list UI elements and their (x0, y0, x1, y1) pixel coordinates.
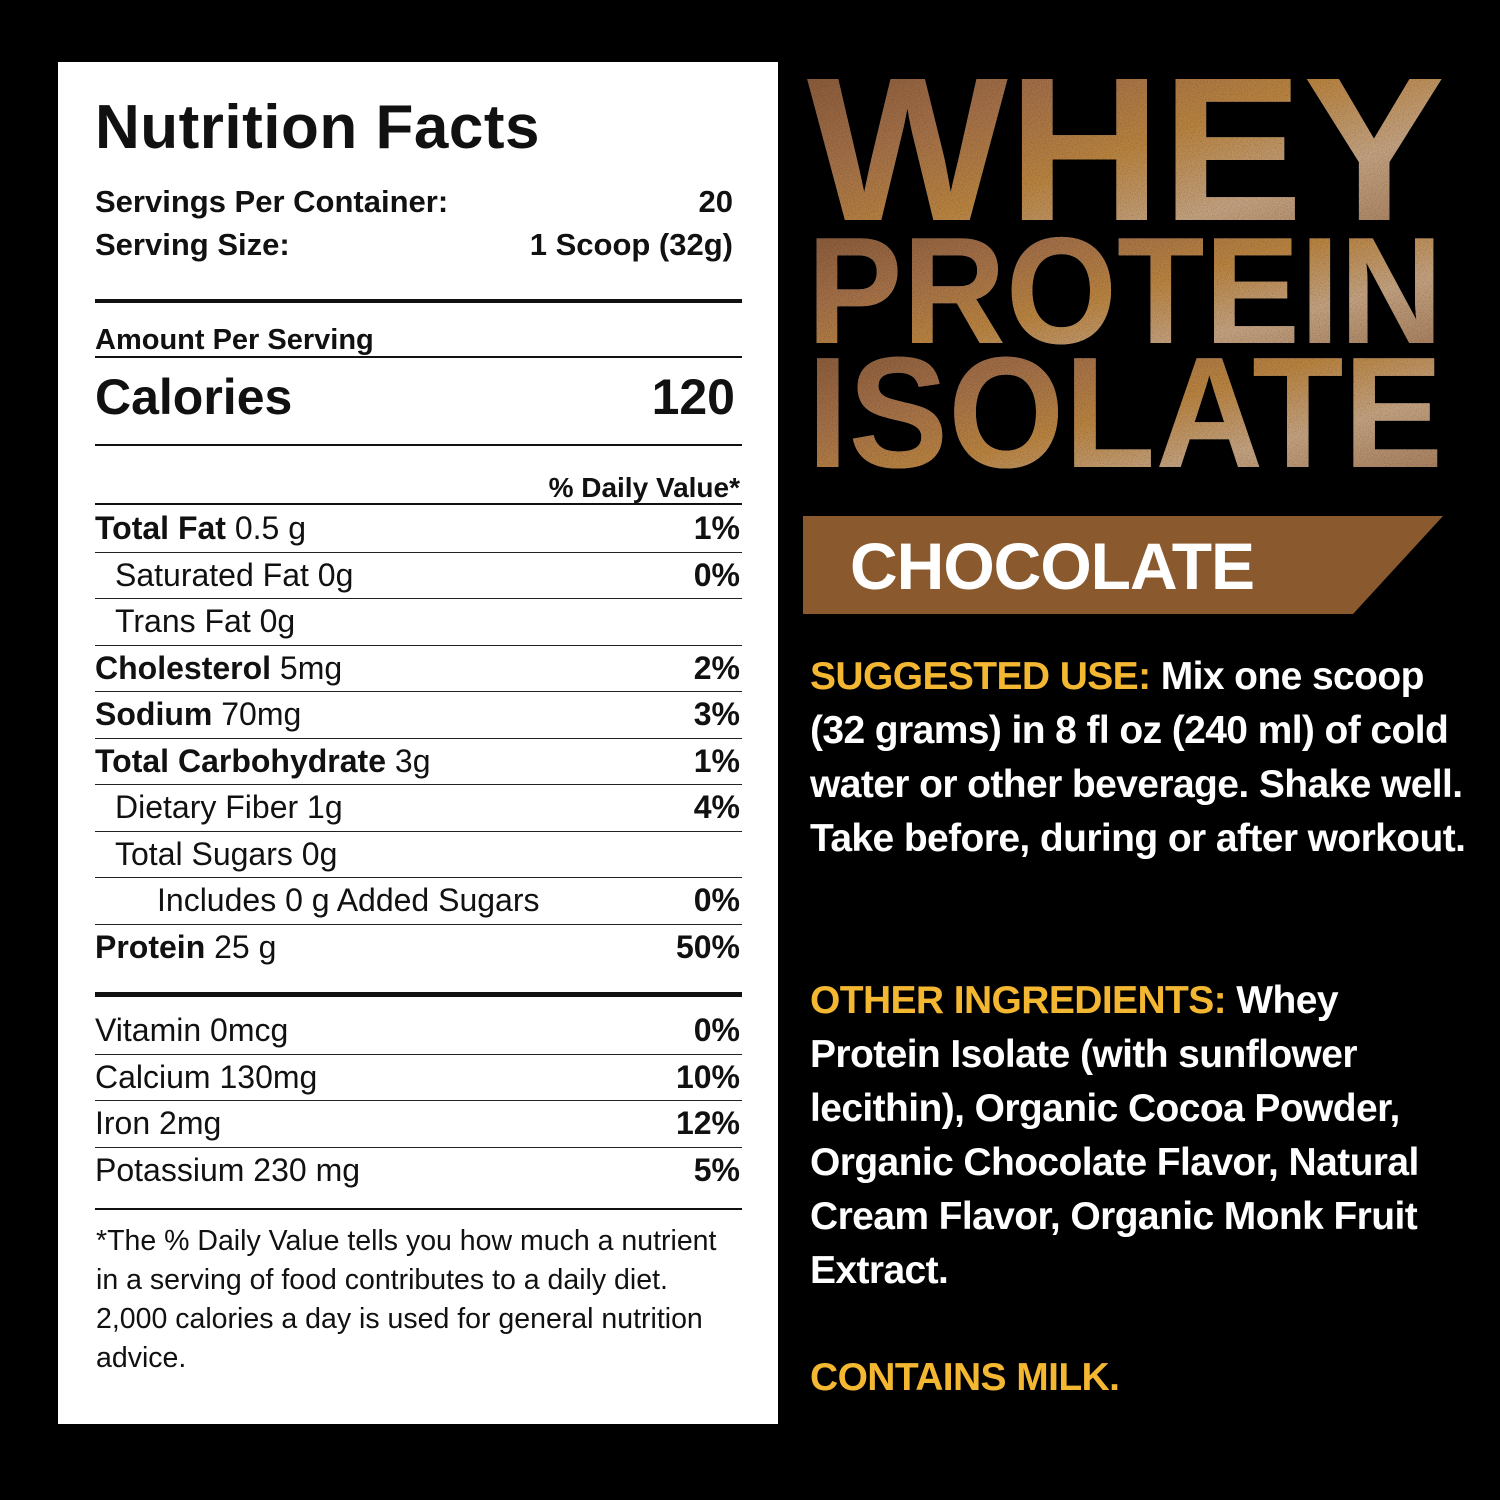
daily-value-percent: 0% (693, 1012, 740, 1049)
other-ingredients: OTHER INGREDIENTS: Whey Protein Isolate … (810, 974, 1450, 1298)
nutrient-label: Dietary Fiber 1g (115, 789, 343, 826)
daily-value-percent: 4% (693, 789, 740, 826)
nutrient-row: Cholesterol 5mg 2% (95, 646, 742, 692)
calories-label: Calories (95, 369, 293, 425)
title-line-protein: PROTEIN (807, 206, 1443, 376)
mineral-row: Iron 2mg 12% (95, 1101, 742, 1148)
nutrient-row: Total Carbohydrate 3g 1% (95, 739, 742, 785)
suggested-use-text: Mix one scoop (32 grams) in 8 fl oz (240… (810, 655, 1466, 860)
nutrient-label: Sodium 70mg (95, 696, 301, 733)
nutrient-name: Cholesterol (95, 649, 272, 686)
daily-value-percent: 5% (693, 1152, 740, 1189)
mineral-list: Vitamin 0mcg 0% Calcium 130mg 10% Iron 2mg 12… (95, 1008, 742, 1194)
serving-size: Serving Size: 1 Scoop (32g) (95, 227, 733, 263)
nutrient-label: Protein 25 g (95, 929, 276, 966)
nutrient-name: Total Fat (95, 510, 226, 547)
product-title: WHEY PROTEIN ISOLATE (807, 60, 1445, 475)
nutrient-label: Total Carbohydrate 3g (95, 743, 430, 780)
calories-value: 120 (651, 369, 735, 425)
nutrient-name: Protein (95, 929, 206, 966)
flavor-label: CHOCOLATE (850, 529, 1255, 603)
title-line-whey: WHEY (807, 60, 1445, 264)
title-line-isolate: ISOLATE (807, 325, 1443, 475)
suggested-use-label: SUGGESTED USE: (810, 655, 1151, 698)
nutrition-facts-panel: Nutrition Facts Servings Per Container: … (58, 62, 778, 1424)
daily-value-percent: 0% (693, 882, 740, 919)
nutrient-row: Saturated Fat 0g 0% (95, 553, 742, 599)
nutrient-label: Cholesterol 5mg (95, 650, 342, 687)
nutrition-facts-title: Nutrition Facts (95, 93, 540, 162)
daily-value-percent: 12% (675, 1105, 740, 1142)
nutrient-row: Total Fat 0.5 g 1% (95, 506, 742, 553)
divider (95, 444, 742, 446)
servings-label: Servings Per Container: (95, 184, 449, 219)
amount-per-serving: Amount Per Serving (95, 324, 374, 356)
nutrient-amount: 25 g (214, 929, 277, 966)
nutrient-amount: 3g (394, 742, 431, 779)
divider (95, 356, 742, 358)
divider-thick (95, 992, 742, 997)
nutrient-amount: 70mg (221, 696, 302, 733)
ingredients-label: OTHER INGREDIENTS: (810, 979, 1227, 1022)
servings-value: 20 (698, 184, 733, 219)
ingredients-text: Whey Protein Isolate (with sunflower lec… (810, 979, 1419, 1292)
daily-value-percent: 10% (675, 1058, 740, 1095)
nutrient-label: Includes 0 g Added Sugars (157, 882, 540, 919)
nutrient-name: Total Carbohydrate (95, 742, 386, 779)
flavor-banner (803, 516, 1443, 614)
calories-row: Calories 120 (95, 368, 735, 426)
mineral-label: Vitamin 0mcg (95, 1012, 289, 1049)
mineral-row: Vitamin 0mcg 0% (95, 1008, 742, 1055)
nutrient-row: Dietary Fiber 1g 4% (95, 785, 742, 832)
daily-value-percent: 3% (693, 696, 740, 733)
serving-size-label: Serving Size: (95, 227, 290, 262)
mineral-row: Calcium 130mg 10% (95, 1055, 742, 1101)
daily-value-header: % Daily Value* (548, 472, 740, 503)
allergen-statement: CONTAINS MILK. (810, 1356, 1120, 1399)
daily-value-footnote: *The % Daily Value tells you how much a … (96, 1225, 717, 1374)
nutrient-row: Total Sugars 0g (95, 832, 742, 878)
mineral-label: Potassium 230 mg (95, 1152, 361, 1189)
daily-value-percent: 2% (693, 649, 740, 686)
divider (95, 1208, 742, 1210)
daily-value-percent: 0% (693, 556, 740, 593)
nutrient-label: Saturated Fat 0g (115, 556, 354, 593)
nutrient-amount: 5mg (279, 649, 343, 686)
divider (95, 299, 742, 303)
daily-value-percent: 1% (693, 742, 740, 779)
servings-per-container: Servings Per Container: 20 (95, 184, 733, 220)
nutrient-row: Protein 25 g 50% (95, 925, 742, 972)
daily-value-percent: 1% (693, 510, 740, 547)
nutrient-row: Trans Fat 0g (95, 599, 742, 646)
daily-value-percent: 50% (675, 929, 740, 966)
mineral-row: Potassium 230 mg 5% (95, 1148, 742, 1195)
nutrient-row: Includes 0 g Added Sugars 0% (95, 878, 742, 925)
nutrient-row: Sodium 70mg 3% (95, 692, 742, 739)
divider (95, 503, 742, 505)
serving-size-value: 1 Scoop (32g) (529, 227, 733, 262)
nutrient-name: Sodium (95, 696, 213, 733)
mineral-label: Calcium 130mg (95, 1058, 318, 1095)
nutrient-label: Total Fat 0.5 g (95, 510, 306, 547)
nutrient-amount: 0.5 g (234, 510, 307, 547)
nutrient-label: Total Sugars 0g (115, 835, 338, 872)
nutrient-list: Total Fat 0.5 g 1% Saturated Fat 0g 0% Trans… (95, 506, 742, 971)
mineral-label: Iron 2mg (95, 1105, 222, 1142)
nutrient-label: Trans Fat 0g (115, 603, 296, 640)
suggested-use: SUGGESTED USE: Mix one scoop (32 grams) … (810, 650, 1470, 866)
